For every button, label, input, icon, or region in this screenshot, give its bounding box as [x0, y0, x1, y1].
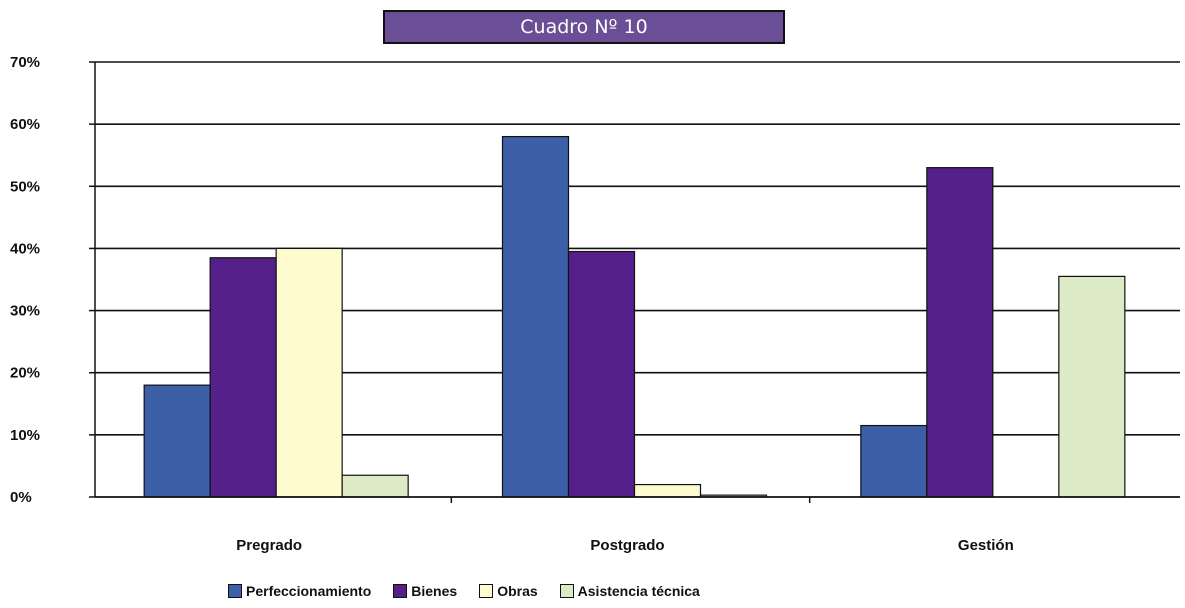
bar-asistencia-técnica: [1058, 275, 1126, 498]
bar-perfeccionamiento: [860, 424, 928, 498]
category-label: Pregrado: [236, 537, 302, 554]
bar-asistencia-técnica: [341, 474, 409, 498]
chart-title: Cuadro Nº 10: [383, 10, 785, 44]
x-axis-categories: Pregrado Postgrado Gestión: [236, 537, 1014, 554]
y-tick-label: 60%: [10, 116, 40, 133]
y-tick-label: 70%: [10, 54, 40, 71]
legend-swatch: [228, 584, 242, 598]
legend-swatch: [393, 584, 408, 598]
category-label: Gestión: [958, 537, 1014, 554]
y-axis-ticks: 0% 10% 20% 30% 40% 50% 60% 70%: [10, 54, 95, 506]
bar-bienes: [209, 257, 277, 498]
bar-obras: [633, 483, 702, 498]
y-tick-label: 10%: [10, 427, 40, 444]
legend-label: Obras: [497, 583, 538, 599]
legend: Perfeccionamiento Bienes Obras Asistencia t…: [228, 583, 722, 599]
bar-obras: [275, 247, 343, 498]
bars: [143, 135, 1126, 498]
legend-item: Bienes: [393, 583, 457, 599]
legend-label: Bienes: [411, 583, 458, 599]
y-tick-label: 0%: [10, 489, 32, 506]
legend-item: Asistencia técnica: [559, 583, 700, 599]
legend-label: Asistencia técnica: [577, 583, 700, 599]
legend-swatch: [479, 584, 494, 598]
bar-chart: 0% 10% 20% 30% 40% 50% 60% 70% Pregrado Postgrad…: [10, 54, 1180, 554]
axes: [94, 62, 1180, 503]
bar-perfeccionamiento: [143, 384, 211, 498]
y-tick-label: 50%: [10, 178, 40, 195]
y-tick-label: 30%: [10, 303, 40, 320]
bar-bienes: [567, 250, 636, 498]
legend-item: Obras: [479, 583, 538, 599]
category-label: Postgrado: [590, 537, 664, 554]
bar-perfeccionamiento: [501, 135, 570, 498]
legend-label: Perfeccionamiento: [246, 583, 372, 599]
bar-bienes: [926, 167, 994, 498]
legend-swatch: [559, 584, 574, 598]
legend-item: Perfeccionamiento: [228, 583, 371, 599]
y-tick-label: 20%: [10, 365, 40, 382]
y-tick-label: 40%: [10, 240, 40, 257]
